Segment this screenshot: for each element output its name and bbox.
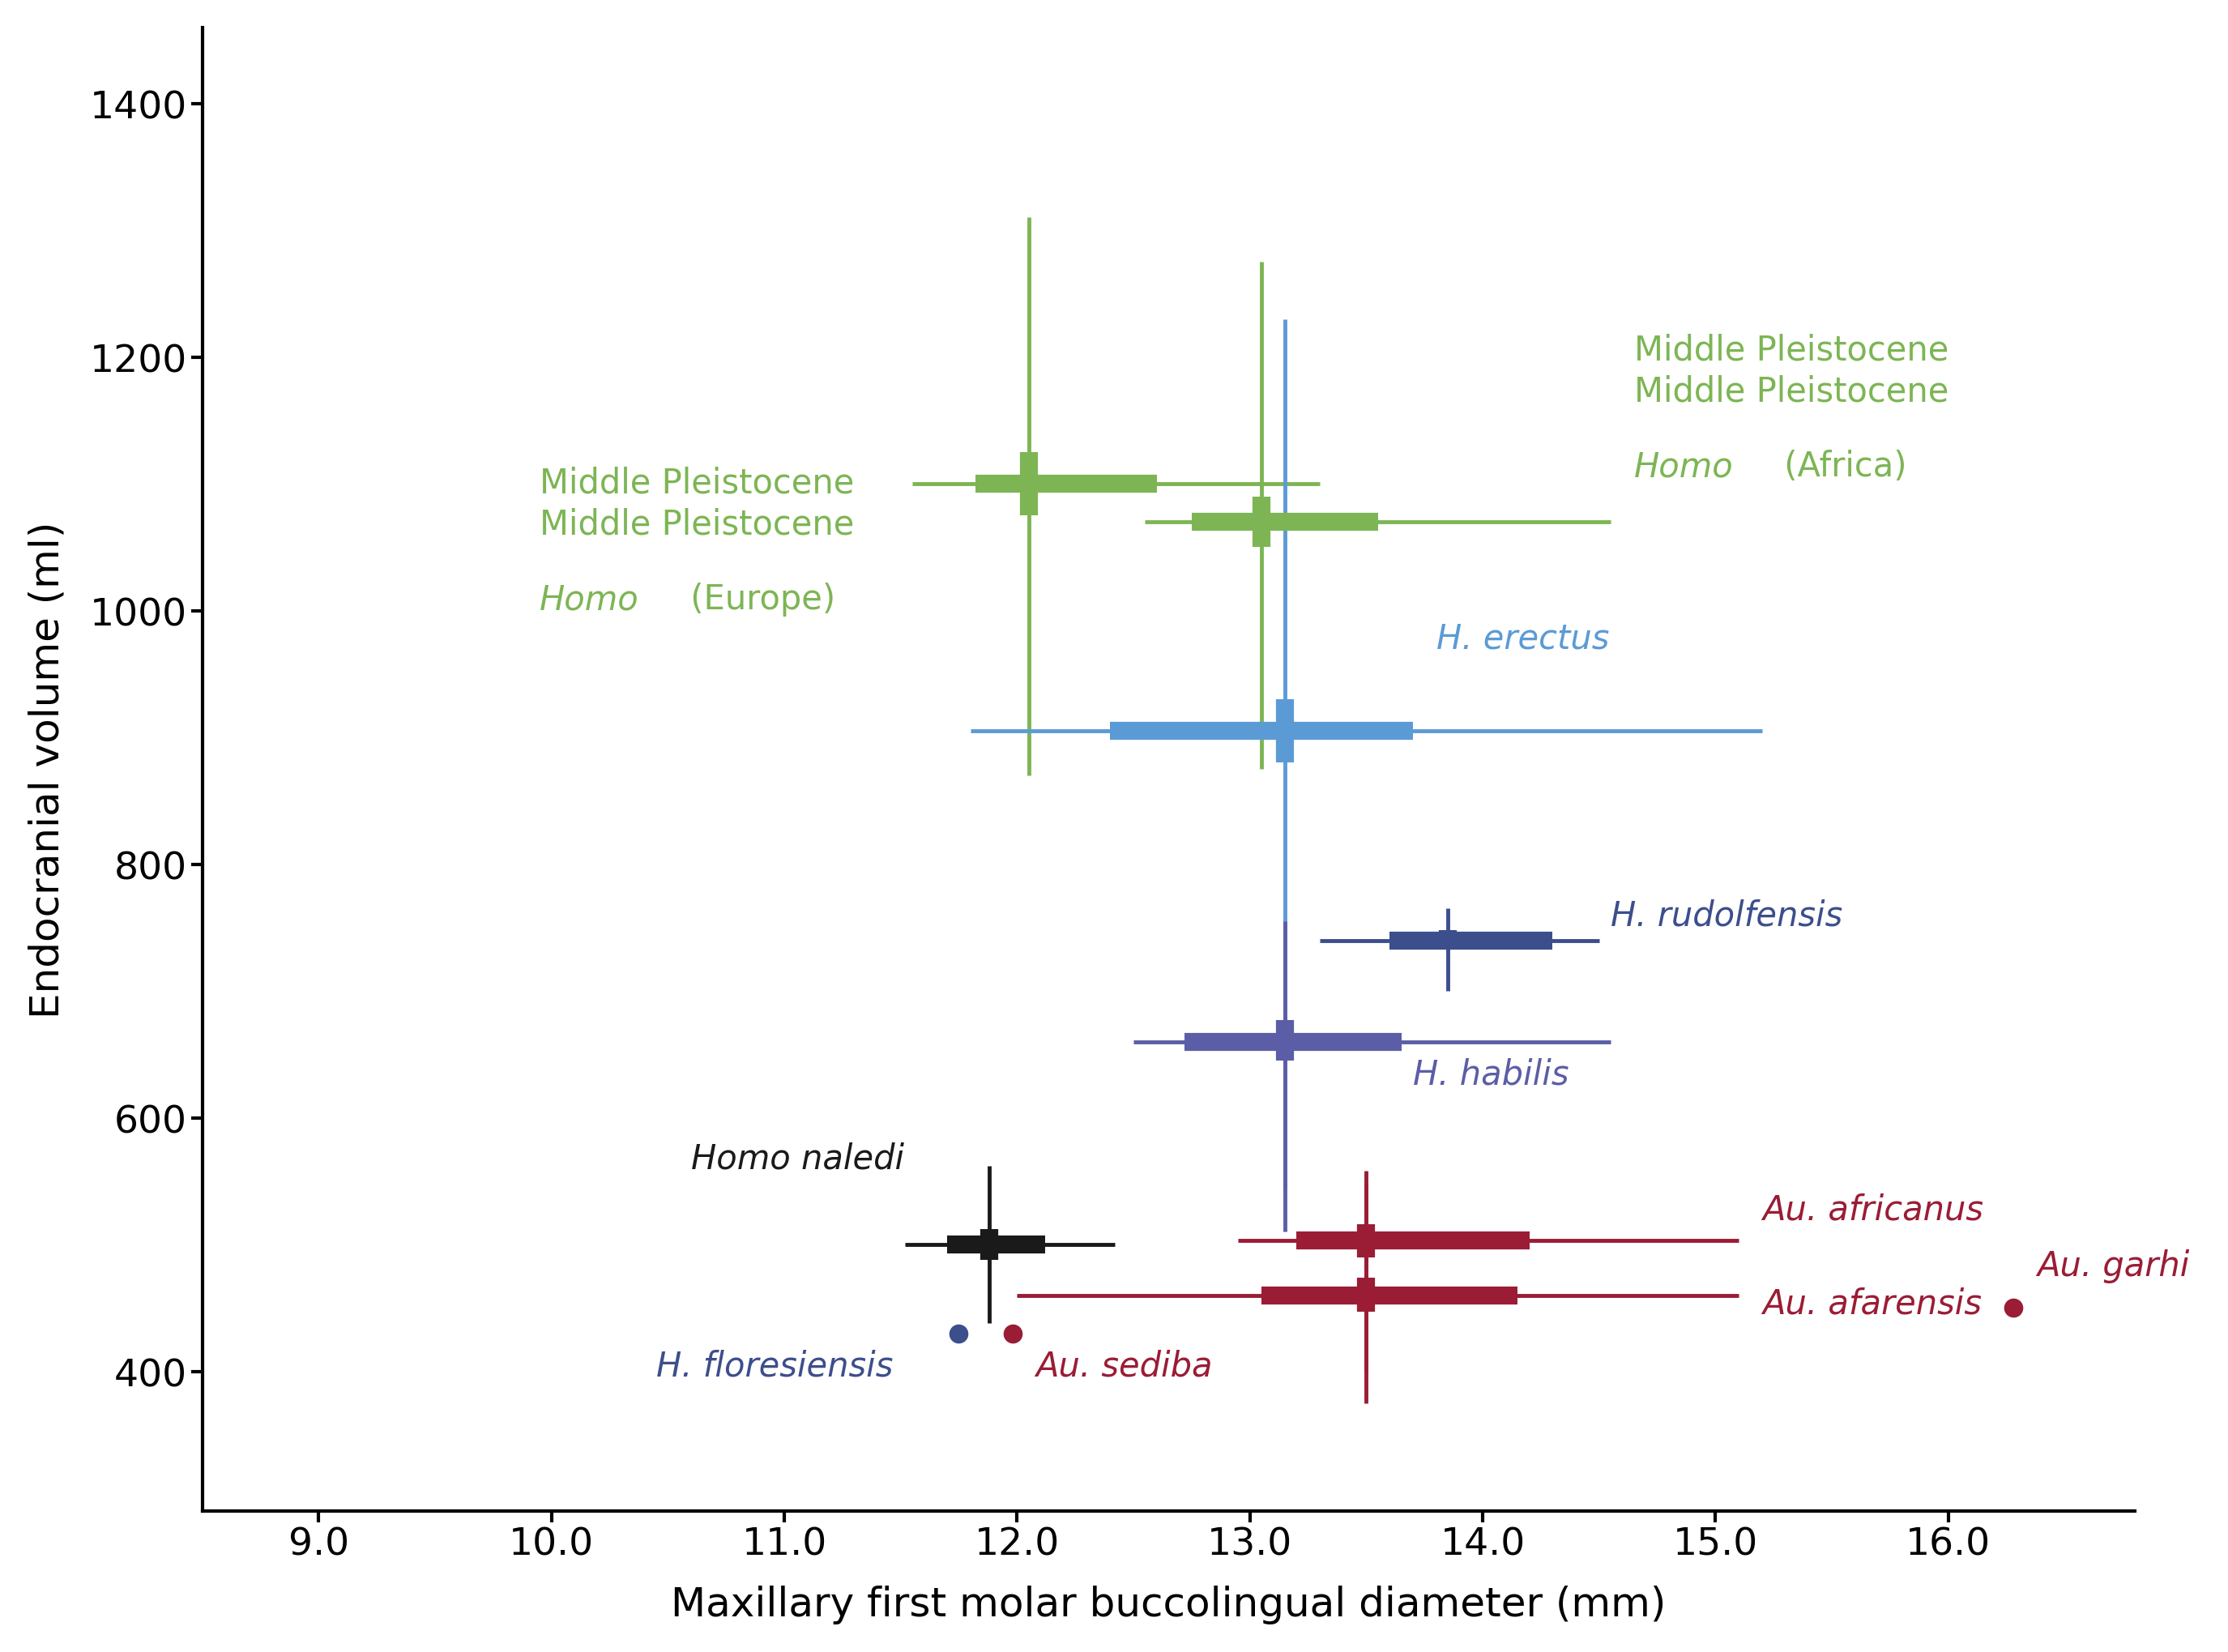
Text: Homo naledi: Homo naledi xyxy=(691,1142,905,1175)
X-axis label: Maxillary first molar buccolingual diameter (mm): Maxillary first molar buccolingual diame… xyxy=(671,1584,1667,1624)
Text: H. rudolfensis: H. rudolfensis xyxy=(1611,899,1843,932)
Text: (Europe): (Europe) xyxy=(680,583,836,616)
Text: Middle Pleistocene: Middle Pleistocene xyxy=(1633,375,1950,408)
Text: (Africa): (Africa) xyxy=(1773,449,1907,484)
Text: Au. sediba: Au. sediba xyxy=(1036,1348,1212,1383)
Text: Homo: Homo xyxy=(1633,449,1733,484)
Y-axis label: Endocranial volume (ml): Endocranial volume (ml) xyxy=(29,520,67,1018)
Text: Au. africanus: Au. africanus xyxy=(1762,1193,1983,1226)
Text: Middle Pleistocene: Middle Pleistocene xyxy=(539,507,853,542)
Text: Homo: Homo xyxy=(539,583,639,616)
Text: Middle Pleistocene: Middle Pleistocene xyxy=(539,466,853,501)
Text: H. erectus: H. erectus xyxy=(1437,621,1609,656)
Text: Middle Pleistocene: Middle Pleistocene xyxy=(1633,334,1950,367)
Text: H. habilis: H. habilis xyxy=(1413,1057,1569,1092)
Text: Au. garhi: Au. garhi xyxy=(2036,1249,2190,1282)
Text: Au. afarensis: Au. afarensis xyxy=(1762,1285,1981,1320)
Text: H. floresiensis: H. floresiensis xyxy=(657,1348,893,1383)
